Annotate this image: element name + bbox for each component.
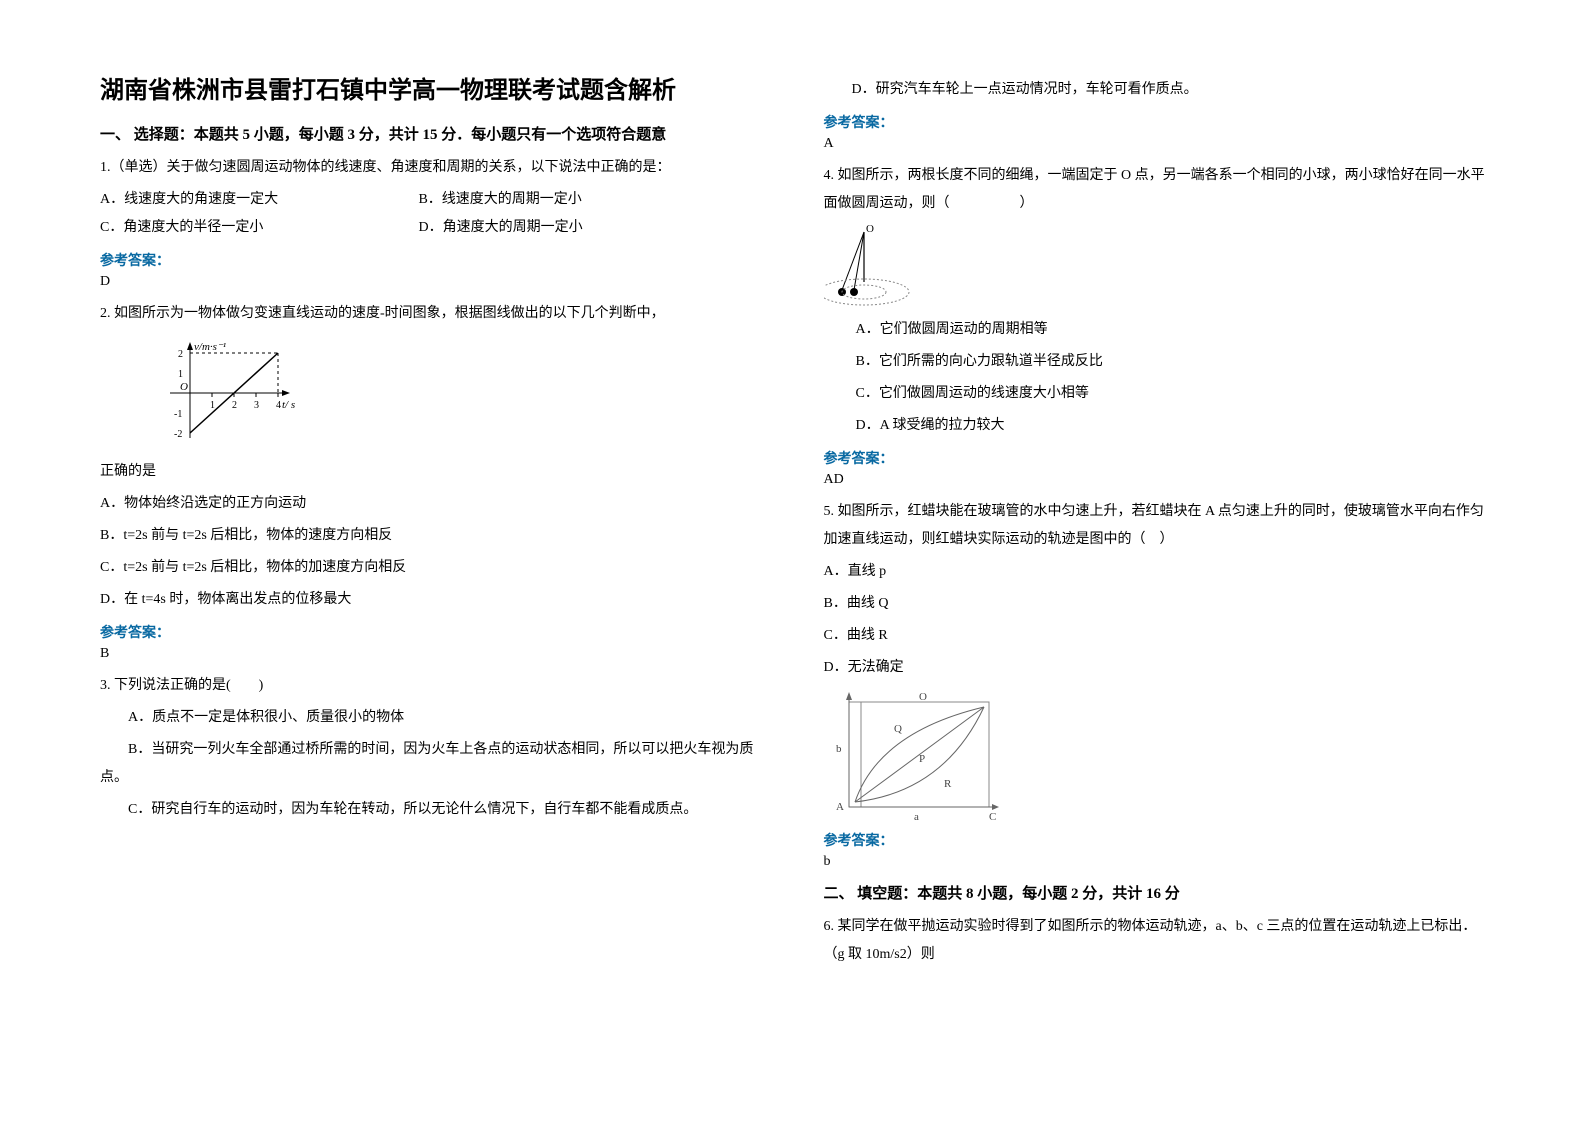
- q4-diagram: O: [824, 222, 1488, 312]
- question-1: 1.（单选）关于做匀速圆周运动物体的线速度、角速度和周期的关系，以下说法中正确的…: [100, 154, 764, 242]
- q1-opt-c: C．角速度大的半径一定小: [100, 214, 418, 242]
- question-3: 3. 下列说法正确的是( ) A．质点不一定是体积很小、质量很小的物体 B．当研…: [100, 672, 764, 824]
- svg-text:R: R: [944, 778, 952, 790]
- svg-text:b: b: [836, 743, 842, 755]
- question-4: 4. 如图所示，两根长度不同的细绳，一端固定于 O 点，另一端各系一个相同的小球…: [824, 162, 1488, 440]
- svg-text:Q: Q: [894, 723, 902, 735]
- svg-text:-1: -1: [174, 409, 182, 420]
- q5-ans-label: 参考答案：: [824, 830, 1488, 850]
- q3-stem: 3. 下列说法正确的是( ): [100, 672, 764, 700]
- q2-opt-d: D．在 t=4s 时，物体离出发点的位移最大: [100, 586, 764, 614]
- question-5: 5. 如图所示，红蜡块能在玻璃管的水中匀速上升，若红蜡块在 A 点匀速上升的同时…: [824, 498, 1488, 822]
- svg-text:a: a: [914, 811, 919, 822]
- page-title: 湖南省株洲市县雷打石镇中学高一物理联考试题含解析: [100, 70, 764, 105]
- q6-stem: 6. 某同学在做平抛运动实验时得到了如图所示的物体运动轨迹，a、b、c 三点的位…: [824, 913, 1488, 969]
- q3-opt-a: A．质点不一定是体积很小、质量很小的物体: [100, 704, 764, 732]
- question-2: 2. 如图所示为一物体做匀变速直线运动的速度-时间图象，根据图线做出的以下几个判…: [100, 300, 764, 614]
- question-3-cont: D．研究汽车车轮上一点运动情况时，车轮可看作质点。: [824, 76, 1488, 104]
- q3-opt-b: B．当研究一列火车全部通过桥所需的时间，因为火车上各点的运动状态相同，所以可以把…: [100, 736, 764, 792]
- q2-ans-label: 参考答案：: [100, 622, 764, 642]
- q1-opt-b: B．线速度大的周期一定小: [418, 186, 736, 214]
- svg-text:C: C: [989, 811, 996, 822]
- q2-chart: 1 2 3 4 1 2 -1 -2 v/m·s⁻¹ t/ s: [160, 338, 764, 448]
- svg-text:O: O: [180, 381, 188, 393]
- q4-ans-label: 参考答案：: [824, 448, 1488, 468]
- q1-opt-d: D．角速度大的周期一定小: [418, 214, 736, 242]
- svg-text:A: A: [836, 801, 844, 813]
- q5-opt-d: D．无法确定: [824, 654, 1488, 682]
- q2-after-fig: 正确的是: [100, 458, 764, 486]
- section-mc-head: 一、 选择题：本题共 5 小题，每小题 3 分，共计 15 分．每小题只有一个选…: [100, 123, 764, 144]
- q5-opt-a: A．直线 p: [824, 558, 1488, 586]
- section-fill-head: 二、 填空题：本题共 8 小题，每小题 2 分，共计 16 分: [824, 882, 1488, 903]
- q2-stem: 2. 如图所示为一物体做匀变速直线运动的速度-时间图象，根据图线做出的以下几个判…: [100, 300, 764, 328]
- q2-opt-b: B．t=2s 前与 t=2s 后相比，物体的速度方向相反: [100, 522, 764, 550]
- q3-ans: A: [824, 136, 1488, 152]
- q5-diagram: P Q R a C A b O: [824, 692, 1488, 822]
- svg-text:O: O: [866, 223, 874, 235]
- q4-opt-a: A．它们做圆周运动的周期相等: [856, 316, 1488, 344]
- q1-opt-a: A．线速度大的角速度一定大: [100, 186, 418, 214]
- q2-opt-c: C．t=2s 前与 t=2s 后相比，物体的加速度方向相反: [100, 554, 764, 582]
- q3-opt-c: C．研究自行车的运动时，因为车轮在转动，所以无论什么情况下，自行车都不能看成质点…: [100, 796, 764, 824]
- svg-text:1: 1: [178, 369, 183, 380]
- q2-opt-a: A．物体始终沿选定的正方向运动: [100, 490, 764, 518]
- q5-opt-b: B．曲线 Q: [824, 590, 1488, 618]
- svg-text:O: O: [919, 692, 927, 703]
- q5-opt-c: C．曲线 R: [824, 622, 1488, 650]
- q1-stem: 1.（单选）关于做匀速圆周运动物体的线速度、角速度和周期的关系，以下说法中正确的…: [100, 154, 764, 182]
- svg-text:v/m·s⁻¹: v/m·s⁻¹: [194, 341, 226, 353]
- q2-ans: B: [100, 646, 764, 662]
- q5-stem: 5. 如图所示，红蜡块能在玻璃管的水中匀速上升，若红蜡块在 A 点匀速上升的同时…: [824, 498, 1488, 554]
- q5-ans: b: [824, 854, 1488, 870]
- svg-text:1: 1: [210, 400, 215, 411]
- svg-text:4: 4: [276, 400, 281, 411]
- q3-ans-label: 参考答案：: [824, 112, 1488, 132]
- q1-ans-label: 参考答案：: [100, 250, 764, 270]
- q4-ans: AD: [824, 472, 1488, 488]
- svg-text:P: P: [919, 753, 925, 765]
- svg-text:t/ s: t/ s: [282, 399, 295, 411]
- q3-opt-d: D．研究汽车车轮上一点运动情况时，车轮可看作质点。: [824, 76, 1488, 104]
- q4-opt-b: B．它们所需的向心力跟轨道半径成反比: [856, 348, 1488, 376]
- q4-stem: 4. 如图所示，两根长度不同的细绳，一端固定于 O 点，另一端各系一个相同的小球…: [824, 162, 1488, 218]
- svg-text:2: 2: [232, 400, 237, 411]
- q1-ans: D: [100, 274, 764, 290]
- q4-opt-d: D．A 球受绳的拉力较大: [856, 412, 1488, 440]
- svg-text:-2: -2: [174, 429, 182, 440]
- q4-opt-c: C．它们做圆周运动的线速度大小相等: [856, 380, 1488, 408]
- svg-text:2: 2: [178, 349, 183, 360]
- question-6: 6. 某同学在做平抛运动实验时得到了如图所示的物体运动轨迹，a、b、c 三点的位…: [824, 913, 1488, 969]
- svg-text:3: 3: [254, 400, 259, 411]
